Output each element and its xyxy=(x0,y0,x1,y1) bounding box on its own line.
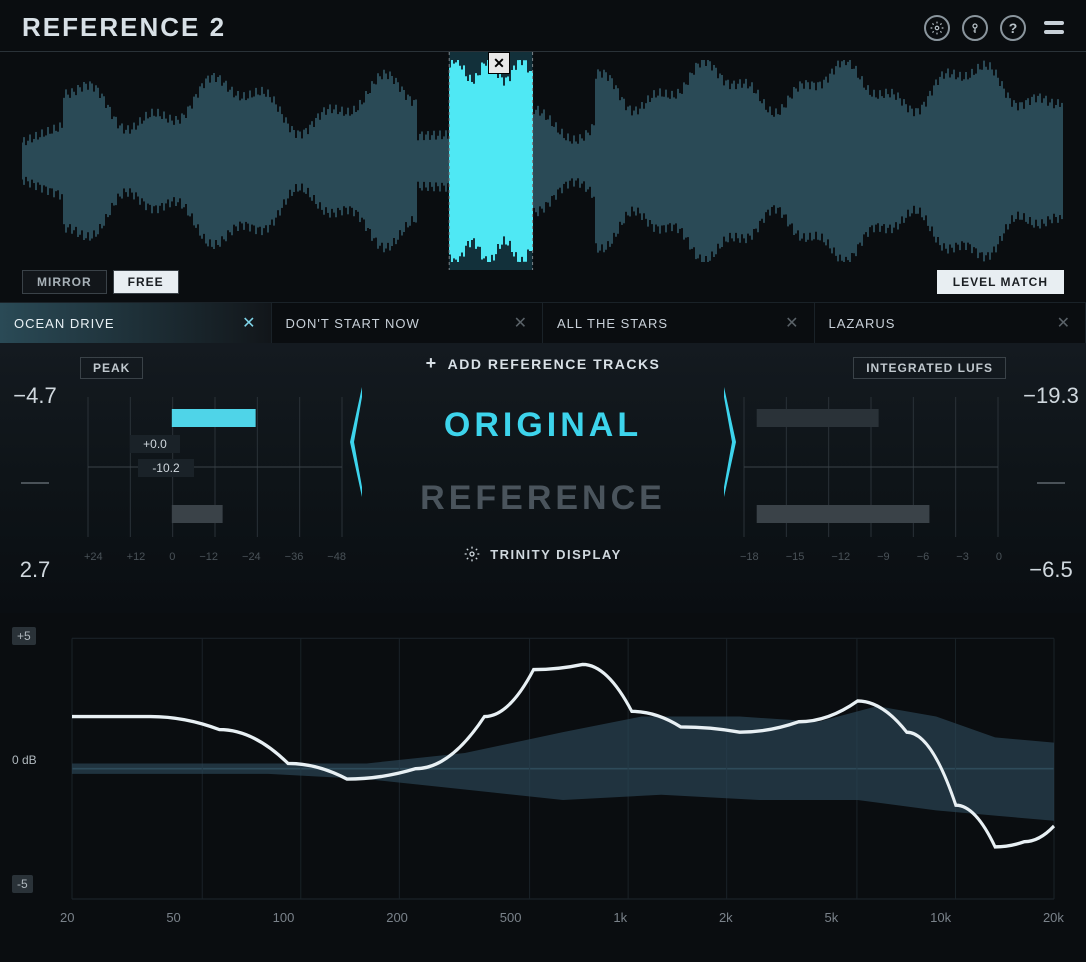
freq-label: 20k xyxy=(1043,910,1064,925)
track-tab[interactable]: LAZARUS ✕ xyxy=(815,303,1086,343)
freq-label: 100 xyxy=(273,910,295,925)
trinity-section: −4.7 2.7 PEAK +0.0 -10.2 +24+120−12−24−36… xyxy=(0,343,1086,613)
loop-close-icon[interactable]: ✕ xyxy=(488,52,510,74)
freq-label: 10k xyxy=(930,910,951,925)
lufs-readout-right: −19.3 −6.5 xyxy=(1016,343,1086,613)
track-name: ALL THE STARS xyxy=(557,316,668,331)
track-name: OCEAN DRIVE xyxy=(14,316,115,331)
peak-meter-grid: +0.0 -10.2 xyxy=(80,387,350,547)
track-close-icon[interactable]: ✕ xyxy=(785,313,799,333)
accent-left xyxy=(350,387,362,497)
freq-label: 1k xyxy=(613,910,627,925)
track-name: LAZARUS xyxy=(829,316,896,331)
track-tab[interactable]: ALL THE STARS ✕ xyxy=(543,303,815,343)
lufs-meter-grid xyxy=(736,387,1006,547)
peak-readout-left: −4.7 2.7 xyxy=(0,343,70,613)
svg-text:+0.0: +0.0 xyxy=(143,437,167,451)
mode-buttons: MIRROR FREE xyxy=(22,270,179,294)
peak-meter-panel: PEAK +0.0 -10.2 +24+120−12−24−36−48 xyxy=(70,343,360,613)
track-name: DON'T START NOW xyxy=(286,316,420,331)
spectrum-display[interactable]: +5 0 dB -5 20 50 100 200 500 1k 2k 5k 10k 20k xyxy=(0,613,1086,933)
freq-label: 20 xyxy=(60,910,74,925)
header-icons: ? xyxy=(924,15,1064,41)
original-button[interactable]: ORIGINAL xyxy=(444,406,642,445)
freq-label: 200 xyxy=(386,910,408,925)
plugin-title: REFERENCE 2 xyxy=(22,12,226,43)
center-panel: + ADD REFERENCE TRACKS ORIGINAL REFERENC… xyxy=(360,343,726,613)
track-close-icon[interactable]: ✕ xyxy=(514,313,528,333)
lufs-top-value: −19.3 xyxy=(1023,383,1079,409)
peak-ticks: +24+120−12−24−36−48 xyxy=(80,551,350,563)
menu-icon[interactable] xyxy=(1044,21,1064,34)
reference-button[interactable]: REFERENCE xyxy=(420,479,666,518)
add-reference-label: ADD REFERENCE TRACKS xyxy=(448,356,661,372)
track-close-icon[interactable]: ✕ xyxy=(242,313,256,333)
key-icon[interactable] xyxy=(962,15,988,41)
mode-row: MIRROR FREE LEVEL MATCH xyxy=(0,270,1086,302)
readout-divider xyxy=(1037,482,1065,484)
add-reference-button[interactable]: + ADD REFERENCE TRACKS xyxy=(426,343,661,388)
svg-text:-10.2: -10.2 xyxy=(152,461,180,475)
freq-label: 5k xyxy=(825,910,839,925)
lufs-ticks: −18−15−12−9−6−30 xyxy=(736,551,1006,563)
track-tabs: OCEAN DRIVE✕DON'T START NOW✕ALL THE STAR… xyxy=(0,302,1086,343)
track-close-icon[interactable]: ✕ xyxy=(1057,313,1071,333)
readout-divider xyxy=(21,482,49,484)
peak-label[interactable]: PEAK xyxy=(80,357,143,379)
y-label-top: +5 xyxy=(12,627,36,645)
freq-label: 500 xyxy=(500,910,522,925)
level-match-button[interactable]: LEVEL MATCH xyxy=(937,270,1064,294)
spectrum-y-labels: +5 0 dB -5 xyxy=(12,627,50,893)
y-label-mid: 0 dB xyxy=(12,753,37,767)
help-icon[interactable]: ? xyxy=(1000,15,1026,41)
spectrum-x-labels: 20 50 100 200 500 1k 2k 5k 10k 20k xyxy=(60,910,1064,925)
freq-label: 2k xyxy=(719,910,733,925)
y-label-bottom: -5 xyxy=(12,875,33,893)
freq-label: 50 xyxy=(166,910,180,925)
lufs-label[interactable]: INTEGRATED LUFS xyxy=(853,357,1006,379)
waveform-display[interactable]: ✕ xyxy=(0,52,1086,270)
lufs-meter-panel: INTEGRATED LUFS −18−15−12−9−6−30 xyxy=(726,343,1016,613)
trinity-label: TRINITY DISPLAY xyxy=(490,547,622,562)
track-tab[interactable]: OCEAN DRIVE ✕ xyxy=(0,303,272,343)
header-bar: REFERENCE 2 ? xyxy=(0,0,1086,52)
lufs-bottom-value: −6.5 xyxy=(1029,557,1072,583)
peak-top-value: −4.7 xyxy=(13,383,56,409)
settings-icon[interactable] xyxy=(924,15,950,41)
mirror-button[interactable]: MIRROR xyxy=(22,270,107,294)
free-button[interactable]: FREE xyxy=(113,270,179,294)
peak-bottom-value: 2.7 xyxy=(20,557,51,583)
plus-icon: + xyxy=(426,353,438,374)
gear-icon xyxy=(464,546,480,562)
trinity-display-button[interactable]: TRINITY DISPLAY xyxy=(464,546,622,562)
track-tab[interactable]: DON'T START NOW ✕ xyxy=(272,303,544,343)
